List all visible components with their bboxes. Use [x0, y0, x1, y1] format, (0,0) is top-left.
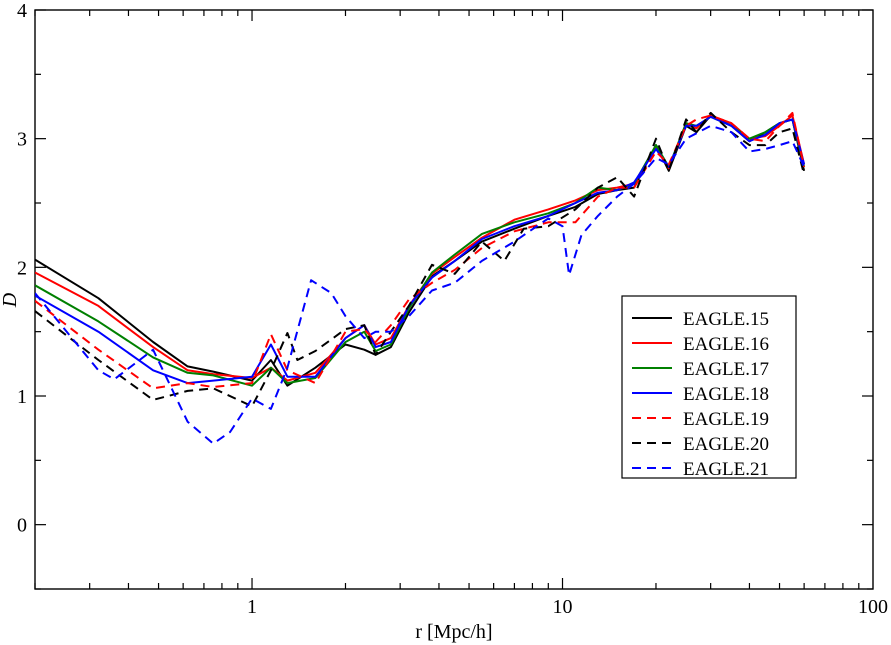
- legend-label: EAGLE.20: [683, 434, 769, 455]
- x-axis-ticks: 1 10 100: [34, 10, 888, 618]
- legend-box: [621, 295, 797, 479]
- y-axis-label: D: [0, 292, 21, 308]
- y-tick-label: 1: [17, 386, 27, 408]
- series-group: [35, 111, 806, 445]
- y-tick-label: 2: [17, 257, 27, 279]
- y-axis-ticks: 0 1 2 3 4: [17, 0, 873, 590]
- series-line-eagle-20: [35, 111, 806, 408]
- y-tick-label: 3: [17, 129, 27, 151]
- legend-label: EAGLE.16: [683, 334, 769, 355]
- x-tick-label: 1: [247, 596, 257, 618]
- x-tick-label: 10: [553, 596, 573, 618]
- y-tick-label: 0: [17, 515, 27, 537]
- series-layer: [35, 111, 806, 445]
- legend: EAGLE.15 EAGLE.16 EAGLE.17 EAGLE.18 EAGLE.19…: [621, 295, 797, 480]
- legend-label: EAGLE.21: [683, 459, 769, 480]
- series-line-eagle-19: [35, 111, 806, 390]
- legend-label: EAGLE.19: [683, 409, 769, 430]
- series-line-eagle-21: [35, 124, 806, 445]
- y-tick-label: 4: [17, 0, 27, 22]
- legend-label: EAGLE.18: [683, 384, 769, 405]
- plot-frame: [34, 9, 874, 590]
- x-tick-label: 100: [858, 596, 888, 618]
- legend-label: EAGLE.15: [683, 309, 769, 330]
- legend-label: EAGLE.17: [683, 359, 769, 380]
- x-axis-label: r [Mpc/h]: [415, 621, 492, 643]
